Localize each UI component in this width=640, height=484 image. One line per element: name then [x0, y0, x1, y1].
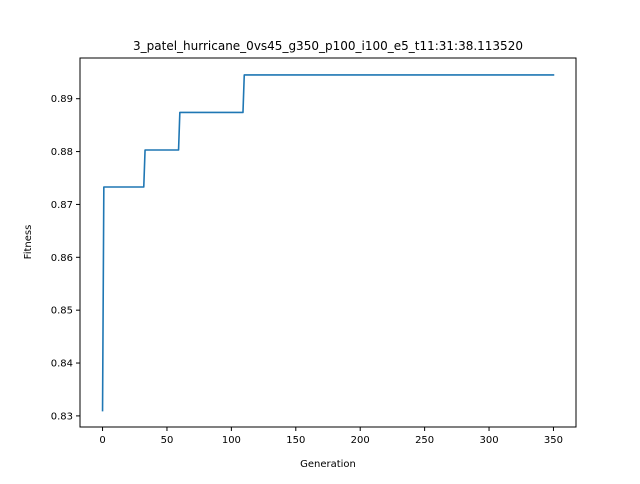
x-tick-label: 300: [479, 435, 498, 446]
y-tick-label: 0.84: [51, 359, 73, 370]
x-tick-label: 0: [99, 435, 105, 446]
plot-area: [101, 74, 555, 412]
y-tick-label: 0.89: [51, 94, 73, 105]
axes-frame: [79, 57, 577, 428]
x-tick-label: 150: [286, 435, 305, 446]
y-axis-ticks: 0.83 0.84 0.85 0.86 0.87 0.88 0.89: [51, 94, 80, 422]
y-tick-label: 0.87: [51, 200, 73, 211]
y-tick-label: 0.83: [51, 411, 73, 422]
y-tick-label: 0.85: [51, 306, 73, 317]
y-axis-label: Fitness: [23, 225, 34, 260]
series-line-0: [101, 74, 555, 412]
y-tick-label: 0.86: [51, 253, 73, 264]
x-axis-ticks: 0 50 100 150 200 250 300 350: [99, 427, 563, 446]
y-tick-label: 0.88: [51, 147, 73, 158]
x-axis-label: Generation: [300, 459, 356, 470]
x-tick-label: 200: [351, 435, 370, 446]
x-tick-label: 350: [544, 435, 563, 446]
x-tick-label: 100: [222, 435, 241, 446]
chart-title: 3_patel_hurricane_0vs45_g350_p100_i100_e…: [133, 39, 523, 53]
x-tick-label: 250: [415, 435, 434, 446]
x-tick-label: 50: [161, 435, 174, 446]
